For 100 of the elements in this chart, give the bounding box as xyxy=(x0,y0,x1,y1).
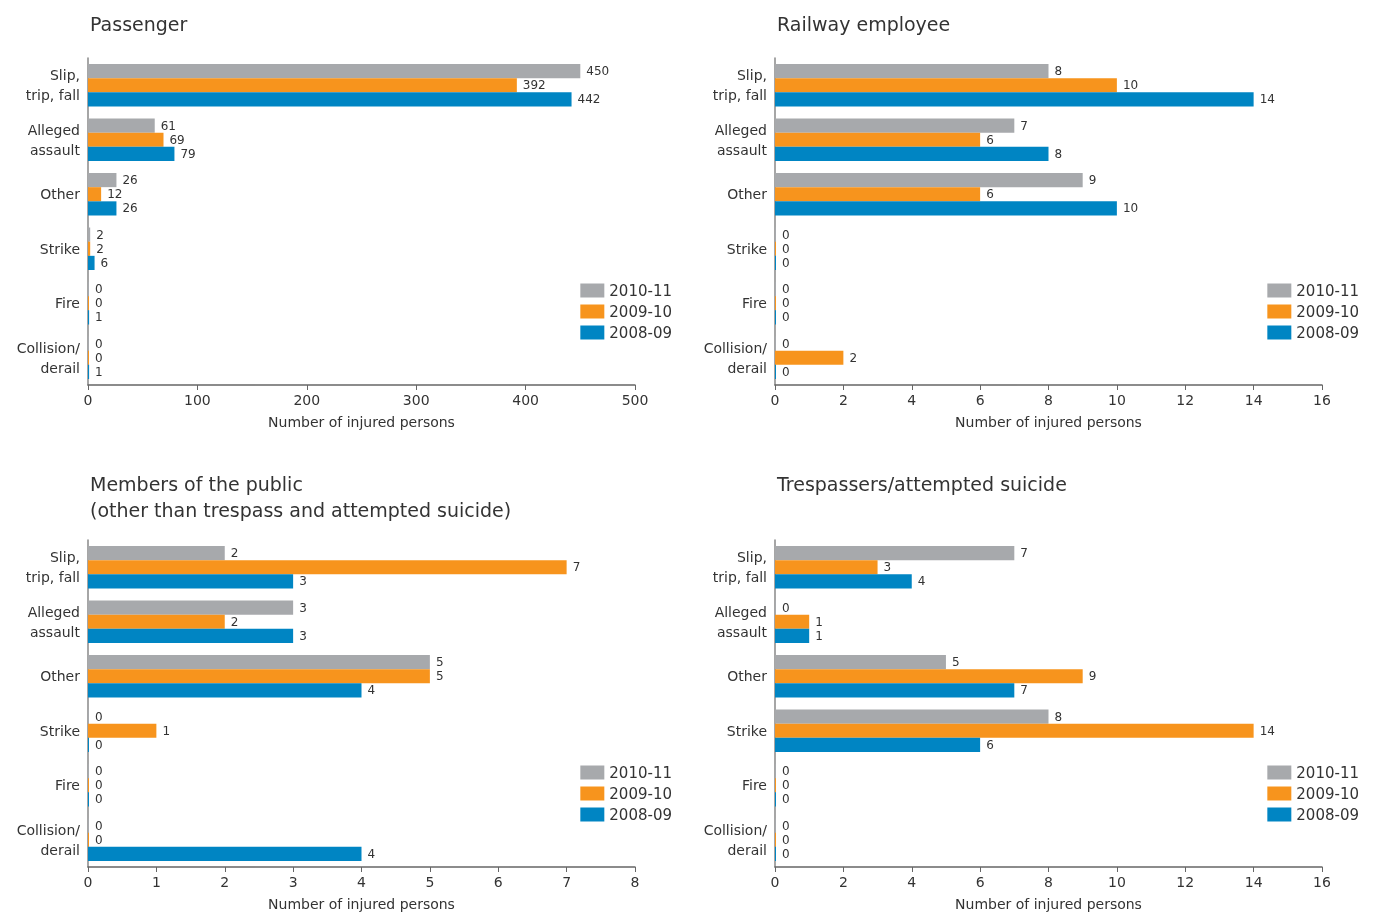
data-label: 2 xyxy=(96,241,104,256)
legend-label: 2010-11 xyxy=(1296,281,1360,300)
y-tick-label: Other xyxy=(727,668,768,685)
bar xyxy=(775,146,1049,162)
data-label: 9 xyxy=(1088,669,1097,684)
data-label: 26 xyxy=(122,201,138,216)
data-label: 14 xyxy=(1259,92,1275,107)
bar xyxy=(775,201,1117,216)
data-label: 0 xyxy=(782,227,790,242)
data-label: 69 xyxy=(169,132,185,147)
y-tick-label: Strike xyxy=(39,722,80,739)
bar xyxy=(775,187,981,202)
legend-label: 2010-11 xyxy=(609,281,673,300)
data-label: 10 xyxy=(1122,201,1139,216)
bar xyxy=(775,132,981,147)
x-tick-label: 6 xyxy=(493,874,503,890)
bar xyxy=(88,255,95,271)
y-tick-label: Alleged assault xyxy=(27,603,81,640)
x-tick-label: 400 xyxy=(512,392,539,408)
x-axis-title: Number of injured persons xyxy=(268,896,455,912)
bar xyxy=(88,614,225,629)
y-tick-label: Slip, trip, fall xyxy=(712,549,767,586)
bar xyxy=(775,118,1015,133)
bar xyxy=(88,600,294,615)
x-tick-label: 2 xyxy=(838,874,848,890)
data-label: 61 xyxy=(160,118,177,133)
data-label: 1 xyxy=(815,628,823,643)
data-label: 392 xyxy=(522,78,546,93)
data-label: 6 xyxy=(100,255,109,270)
data-label: 8 xyxy=(1054,64,1063,79)
data-label: 7 xyxy=(1020,118,1028,133)
x-tick-label: 5 xyxy=(425,874,435,890)
y-tick-label: Collision/ derail xyxy=(16,821,81,858)
data-label: 6 xyxy=(986,187,994,202)
data-label: 7 xyxy=(572,560,581,575)
data-label: 1 xyxy=(815,614,823,629)
data-label: 3 xyxy=(299,600,307,615)
data-label: 0 xyxy=(782,600,790,615)
x-tick-label: 16 xyxy=(1313,392,1331,408)
x-tick-label: 3 xyxy=(288,874,298,890)
data-label: 10 xyxy=(1122,78,1139,93)
data-label: 0 xyxy=(782,792,790,807)
bar xyxy=(88,546,225,561)
x-tick-label: 16 xyxy=(1313,874,1331,890)
bar xyxy=(88,64,581,79)
x-tick-label: 10 xyxy=(1107,874,1126,890)
data-label: 1 xyxy=(95,310,103,325)
data-label: 7 xyxy=(1020,683,1028,698)
y-tick-label: Other xyxy=(40,668,81,685)
chart-title: Trespassers/attempted suicide xyxy=(776,473,1067,495)
data-label: 450 xyxy=(586,64,610,79)
data-label: 0 xyxy=(95,296,103,311)
legend-label: 2009-10 xyxy=(1296,302,1360,321)
x-tick-label: 500 xyxy=(621,392,649,408)
x-tick-label: 8 xyxy=(1044,874,1053,890)
data-label: 6 xyxy=(986,737,994,752)
data-label: 0 xyxy=(95,818,103,833)
data-label: 4 xyxy=(367,683,376,698)
x-tick-label: 2 xyxy=(220,874,230,890)
bar xyxy=(88,846,362,862)
data-label: 8 xyxy=(1054,146,1063,161)
x-tick-label: 14 xyxy=(1244,392,1263,408)
x-tick-label: 6 xyxy=(975,392,985,408)
legend-label: 2008-09 xyxy=(1296,805,1360,824)
bar xyxy=(775,709,1049,724)
bar xyxy=(775,655,946,670)
y-tick-label: Alleged assault xyxy=(714,603,768,640)
bar xyxy=(775,64,1049,79)
x-tick-label: 8 xyxy=(1044,392,1053,408)
y-tick-label: Collision/ derail xyxy=(16,339,81,376)
data-label: 9 xyxy=(1088,173,1097,188)
y-tick-label: Fire xyxy=(742,777,767,794)
data-label: 0 xyxy=(782,364,790,379)
data-label: 3 xyxy=(299,628,307,643)
x-tick-label: 2 xyxy=(838,392,848,408)
data-label: 0 xyxy=(782,310,790,325)
data-label: 12 xyxy=(107,187,123,202)
bar xyxy=(775,737,981,753)
x-tick-label: 100 xyxy=(184,392,211,408)
legend-label: 2009-10 xyxy=(609,302,673,321)
bar xyxy=(88,683,362,698)
x-tick-label: 4 xyxy=(357,874,367,890)
data-label: 0 xyxy=(95,350,103,365)
y-tick-label: Alleged assault xyxy=(714,121,768,158)
x-tick-label: 7 xyxy=(562,874,572,890)
legend-label: 2009-10 xyxy=(1296,784,1360,803)
y-tick-label: Slip, trip, fall xyxy=(25,67,80,104)
bar xyxy=(88,118,155,133)
data-label: 5 xyxy=(435,669,444,684)
data-label: 2 xyxy=(230,546,239,561)
x-tick-label: 4 xyxy=(907,874,917,890)
x-tick-label: 0 xyxy=(770,874,780,890)
data-label: 442 xyxy=(577,92,601,107)
x-tick-label: 8 xyxy=(630,874,640,890)
bar xyxy=(775,350,844,365)
data-label: 0 xyxy=(95,764,103,779)
data-label: 26 xyxy=(122,173,138,188)
legend-label: 2010-11 xyxy=(1296,763,1360,782)
data-label: 0 xyxy=(782,818,790,833)
data-label: 7 xyxy=(1020,546,1028,561)
